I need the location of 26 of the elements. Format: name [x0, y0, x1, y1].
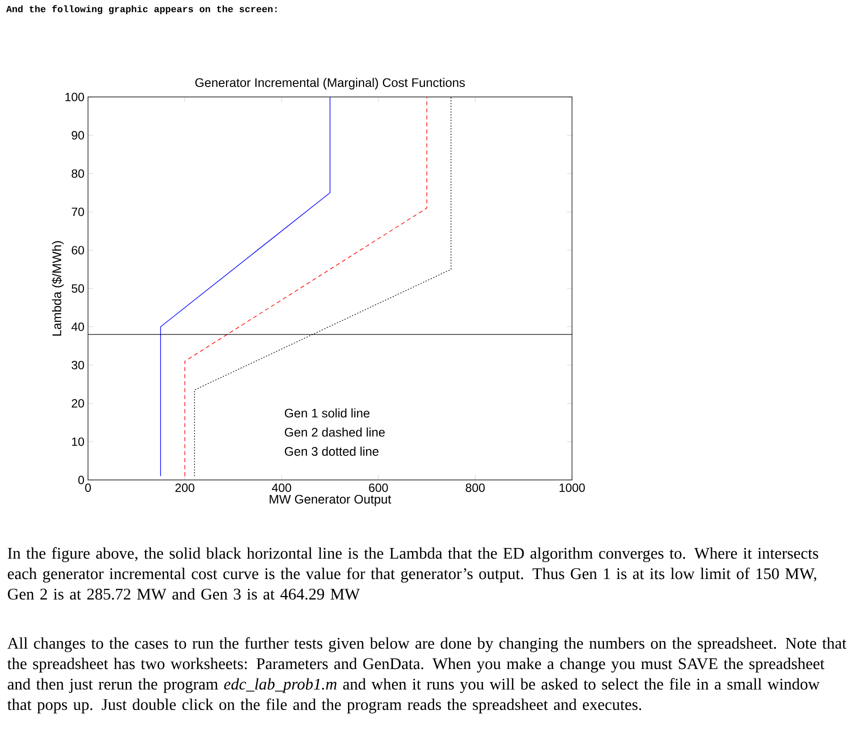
x-axis-title: MW Generator Output: [270, 494, 392, 506]
annotation: Gen 3 dotted line: [284, 446, 379, 456]
y-tick-label: 20: [72, 399, 84, 408]
annotation: Gen 1 solid line: [284, 408, 370, 418]
x-tick-label: 400: [272, 484, 292, 492]
x-tick-label: 1000: [560, 484, 585, 492]
text: And the following graphic appears on the screen:: [6, 5, 277, 14]
y-tick-label: 50: [72, 284, 84, 293]
y-tick-label: 80: [72, 169, 84, 178]
y-tick-label: 40: [71, 322, 84, 332]
y-tick-label: 90: [72, 131, 84, 140]
annotation: Gen 2 dashed line: [284, 428, 385, 437]
y-tick-label: 0: [78, 476, 84, 484]
y-tick-label: 30: [72, 360, 84, 370]
y-tick-label: 10: [72, 437, 84, 446]
text: In the figure above, the solid black horizontal line is the Lambda that the ED algorithm converges to. Where it intersects each generator incremental cost curve is the value for that generator’s output. Thus Gen 1 is at its low limit of 150 MW, Gen 2 is at 285.72 MW and Gen 3 is at 464.29 MW: [8, 547, 818, 600]
y-tick-label: 60: [72, 246, 84, 254]
y-tick-label: 100: [65, 92, 84, 102]
x-tick-label: 800: [466, 484, 485, 492]
x-tick-label: 200: [175, 484, 194, 492]
y-axis-title: Lambda ($/MWh): [52, 241, 64, 336]
x-tick-label: 600: [369, 484, 388, 492]
y-tick-label: 70: [72, 208, 84, 216]
x-tick-label: 0: [85, 484, 91, 492]
chart-title: Generator Incremental (Marginal) Cost Functions: [195, 78, 465, 90]
text: All changes to the cases to run the further tests given below are done by changing the numbers on the spreadsheet. Note that the spreadsheet has two worksheets: Parameters and GenData. When you make a change you must SAVE the spreadsheet and then just rerun the program edc_lab_prob1.m and when it runs you will be asked to select the file in a small window that pops up. Just double click on the file and the program reads the spreadsheet and executes.: [7, 637, 846, 714]
